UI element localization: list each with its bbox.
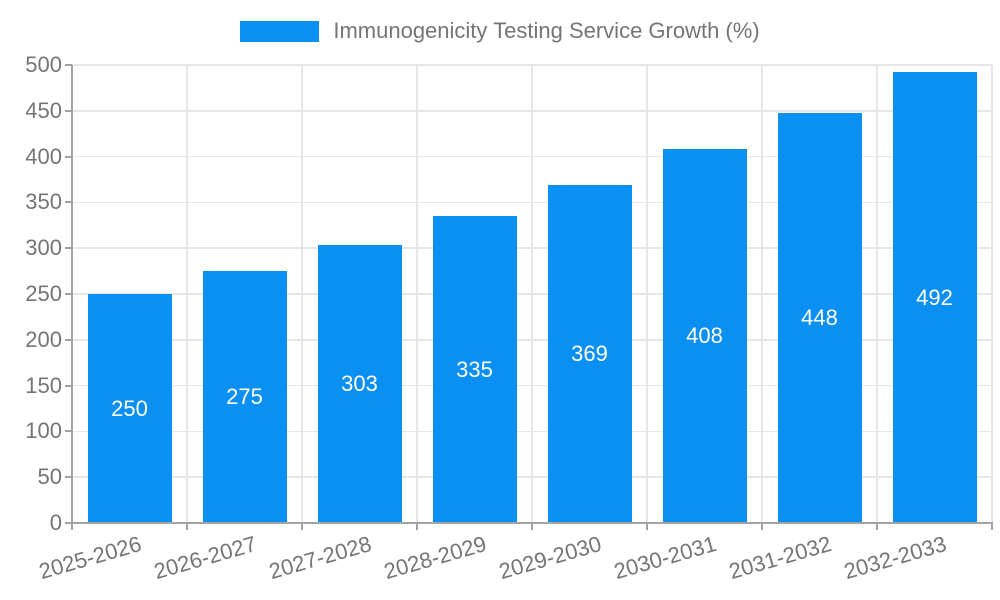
x-axis-tick: [416, 523, 418, 530]
x-tick-label: 2025-2026: [36, 531, 145, 585]
x-tick-label: 2026-2027: [151, 531, 260, 585]
bar[interactable]: 492: [892, 72, 977, 523]
gridline-vertical: [186, 65, 188, 523]
y-tick-label: 200: [25, 326, 62, 352]
y-tick-label: 250: [25, 281, 62, 306]
y-axis-tick: [65, 155, 72, 158]
bar-value-label: 492: [916, 284, 953, 310]
y-tick-label: 400: [25, 143, 62, 169]
y-axis-tick: [65, 476, 72, 479]
y-axis-tick: [65, 247, 72, 250]
x-axis-tick: [991, 523, 993, 530]
bar-value-label: 369: [571, 340, 608, 366]
x-axis-tick: [646, 523, 648, 530]
y-tick-label: 0: [49, 510, 62, 535]
bar[interactable]: 250: [87, 294, 172, 523]
gridline-vertical: [301, 65, 303, 523]
bar[interactable]: 303: [317, 245, 402, 523]
x-axis-tick: [71, 523, 73, 530]
y-tick-label: 100: [25, 418, 62, 444]
y-axis-line: [71, 65, 73, 523]
bar-value-label: 250: [111, 395, 148, 421]
bar[interactable]: 408: [662, 149, 747, 523]
x-axis-tick: [876, 523, 878, 530]
y-axis-tick: [65, 201, 72, 204]
x-axis-tick: [186, 523, 188, 530]
plot-area: 250 275 303 335 369 408 448 492: [72, 64, 993, 523]
y-axis-tick: [65, 109, 72, 112]
bar-value-label: 275: [226, 384, 263, 410]
bar-value-label: 448: [801, 304, 838, 330]
bar[interactable]: 335: [432, 216, 517, 523]
y-tick-label: 50: [37, 464, 62, 490]
legend-swatch[interactable]: [240, 20, 320, 42]
gridline-vertical: [761, 65, 763, 523]
y-axis-tick: [65, 293, 72, 295]
bar[interactable]: 448: [777, 112, 862, 523]
x-tick-label: 2029-2030: [496, 531, 605, 585]
x-axis-tick: [761, 523, 763, 530]
bar-value-label: 408: [686, 323, 723, 349]
gridline-vertical: [991, 65, 993, 523]
y-tick-label: 450: [25, 97, 62, 123]
legend[interactable]: Immunogenicity Testing Service Growth (%…: [0, 18, 1000, 43]
gridline-vertical: [531, 65, 533, 523]
x-axis-tick: [301, 523, 303, 530]
y-axis-tick: [65, 338, 72, 341]
x-tick-label: 2028-2029: [381, 531, 490, 585]
gridline-vertical: [646, 65, 648, 523]
y-tick-label: 150: [25, 372, 62, 398]
bar-value-label: 335: [456, 356, 493, 382]
y-tick-label: 300: [25, 235, 62, 261]
x-axis-tick: [531, 523, 533, 530]
x-tick-label: 2027-2028: [266, 531, 375, 585]
y-tick-label: 500: [25, 52, 62, 77]
y-tick-label: 350: [25, 189, 62, 215]
gridline-vertical: [416, 65, 418, 523]
y-axis-tick: [65, 430, 72, 433]
y-axis-tick: [65, 522, 72, 524]
bar-value-label: 303: [341, 371, 378, 397]
legend-label: Immunogenicity Testing Service Growth (%…: [333, 18, 760, 43]
y-axis-tick: [65, 384, 72, 387]
gridline-vertical: [876, 65, 878, 523]
x-tick-label: 2030-2031: [611, 531, 720, 585]
x-tick-label: 2032-2033: [841, 531, 950, 585]
y-axis-tick: [65, 64, 72, 66]
x-tick-label: 2031-2032: [726, 531, 835, 585]
bar[interactable]: 275: [202, 271, 287, 523]
bar[interactable]: 369: [547, 184, 632, 523]
